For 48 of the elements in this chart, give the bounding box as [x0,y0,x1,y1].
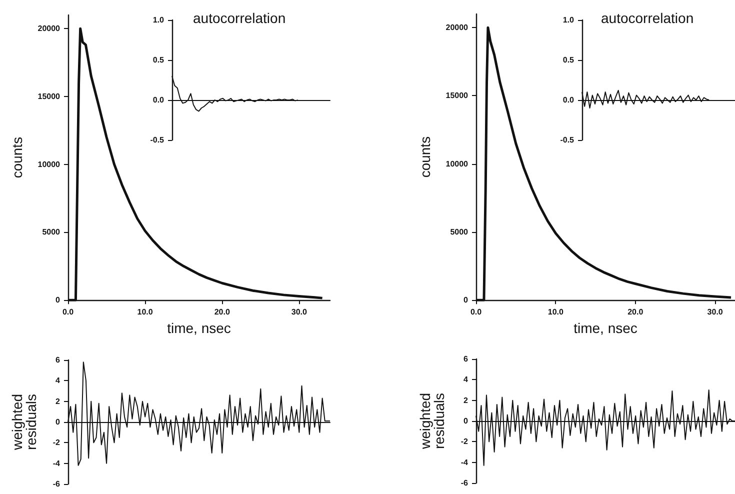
y-tick-label: 2 [464,396,469,405]
y-tick-label: 5000 [450,227,469,236]
y-tick-label: -0.5 [560,136,575,144]
y-axis-title: weighted residuals [417,392,447,450]
y-tick-label: 0.0 [562,96,575,104]
chart-title: autocorrelation [193,10,286,26]
y-tick-label: 0 [464,296,469,305]
y-tick-label: 0 [56,418,61,426]
y-tick-label: 1.0 [152,16,165,24]
y-tick-label: 5000 [42,228,61,237]
x-tick-label: 10.0 [548,308,564,317]
y-tick-label: 10000 [446,159,469,168]
y-tick-label: 4 [464,375,469,384]
x-tick-label: 10.0 [137,308,154,317]
y-tick-label: 0.5 [562,56,575,64]
y-tick-label: -6 [52,480,61,488]
x-tick-label: 30.0 [707,308,724,317]
x-tick-label: 0.0 [470,308,482,317]
y-tick-label: -2 [460,437,469,446]
x-tick-label: 0.0 [62,308,74,317]
y-tick-label: 15000 [446,91,469,100]
y-tick-label: 10000 [38,160,61,169]
y-tick-label: 0 [56,296,61,305]
y-tick-label: -4 [52,458,61,468]
y-tick-label: 2 [56,396,61,406]
y-axis-title: counts [9,136,25,178]
y-tick-label: 0 [464,416,469,426]
x-tick-label: 30.0 [291,308,308,317]
y-tick-label: 6 [464,354,469,364]
x-tick-label: 20.0 [214,308,230,317]
y-tick-label: 0.5 [152,56,165,64]
y-tick-label: -2 [52,438,61,448]
y-tick-label: 1.0 [562,16,575,24]
y-tick-label: 4 [56,376,61,386]
y-tick-label: 6 [56,356,61,364]
y-tick-label: 15000 [38,92,61,101]
y-axis-title: counts [417,136,433,178]
x-tick-label: 20.0 [628,308,644,317]
y-tick-label: -4 [460,458,469,467]
x-axis-title: time, nsec [574,320,638,336]
y-tick-label: -0.5 [150,136,165,144]
chart-title: autocorrelation [601,10,694,26]
y-tick-label: 20000 [446,23,469,32]
y-axis-title: weighted residuals [9,394,39,452]
y-tick-label: -6 [460,478,469,488]
y-tick-label: 20000 [38,24,61,34]
x-axis-title: time, nsec [167,320,231,336]
y-tick-label: 0.0 [152,96,165,104]
